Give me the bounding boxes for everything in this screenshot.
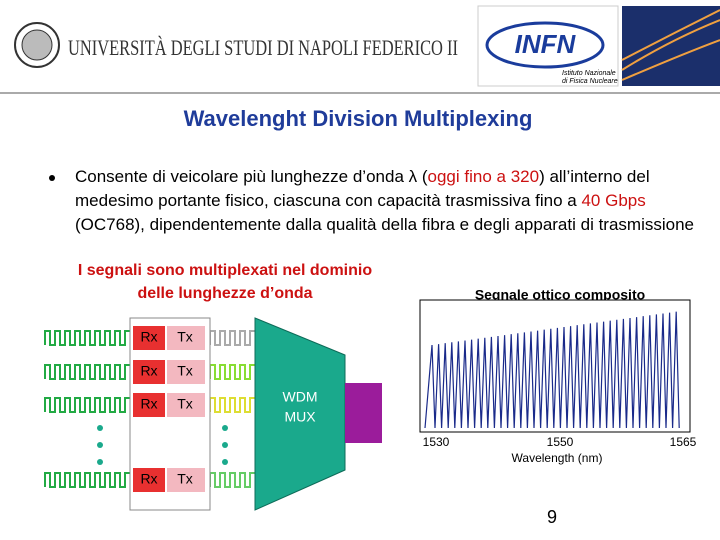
- text: ) all’interno del medesimo portante fisi…: [75, 167, 650, 210]
- seal: [14, 22, 60, 68]
- rx-label: Rx: [140, 329, 157, 345]
- page-number: 9: [547, 507, 557, 527]
- mux-label: MUX: [284, 409, 316, 425]
- tx-label: Tx: [177, 329, 193, 345]
- tx-label: Tx: [177, 471, 193, 487]
- output-wave: [209, 330, 255, 346]
- tx-box: [167, 326, 205, 350]
- spectrum-title: Segnale ottico composito: [475, 287, 645, 303]
- waveforms: [44, 330, 255, 488]
- input-wave: [44, 330, 130, 346]
- bullet-marker: [49, 175, 55, 181]
- university-name: UNIVERSITÀ DEGLI STUDI DI NAPOLI FEDERIC…: [68, 35, 458, 60]
- seal-inner: [21, 29, 53, 61]
- spectrum-trace: [424, 311, 680, 429]
- infn-logo: INFN: [515, 29, 577, 59]
- input-wave: [44, 397, 130, 413]
- text: (OC768), dipendentemente dalla qualità d…: [75, 215, 694, 234]
- spectrum-xlabel: Wavelength (nm): [512, 451, 603, 465]
- rx-box: [133, 360, 165, 384]
- highlight: oggi fino a 320: [427, 167, 540, 186]
- bullet-text: Consente di veicolare più lunghezze d’on…: [75, 165, 700, 237]
- output-wave: [209, 364, 255, 380]
- rx-box: [133, 326, 165, 350]
- output-wave: [209, 397, 255, 413]
- tx-box: [167, 360, 205, 384]
- note: delle lunghezze d’onda: [137, 285, 313, 302]
- ellipsis-dots: [97, 425, 228, 465]
- highlight: 40 Gbps: [581, 191, 646, 210]
- tx-label: Tx: [177, 396, 193, 412]
- infn-logo-box: [477, 5, 619, 87]
- tx-label: Tx: [177, 363, 193, 379]
- rx-label: Rx: [140, 396, 157, 412]
- output-wave: [209, 472, 255, 488]
- rx-box: [133, 468, 165, 492]
- infn-ring: [485, 21, 605, 69]
- tx-box: [167, 393, 205, 417]
- spectrum-tick: 1530: [423, 435, 450, 449]
- infn-full: di Fisica Nucleare: [562, 78, 618, 85]
- rx-box: [133, 393, 165, 417]
- fiber-lines: [621, 9, 720, 81]
- spectrum-tick: 1565: [670, 435, 697, 449]
- mux-output: [345, 383, 382, 443]
- note: I segnali sono multiplexati nel dominio: [77, 262, 373, 279]
- tx-box: [167, 468, 205, 492]
- rx-label: Rx: [140, 471, 157, 487]
- rx-label: Rx: [140, 363, 157, 379]
- text: Consente di veicolare più lunghezze d’on…: [75, 167, 428, 186]
- mux-body: [254, 317, 346, 511]
- infn-full: Istituto Nazionale: [562, 70, 616, 77]
- mux-label: WDM: [283, 389, 318, 405]
- spectrum-tick: 1550: [547, 435, 574, 449]
- input-wave: [44, 472, 130, 488]
- input-wave: [44, 364, 130, 380]
- slide-title: Wavelenght Division Multiplexing: [184, 106, 533, 131]
